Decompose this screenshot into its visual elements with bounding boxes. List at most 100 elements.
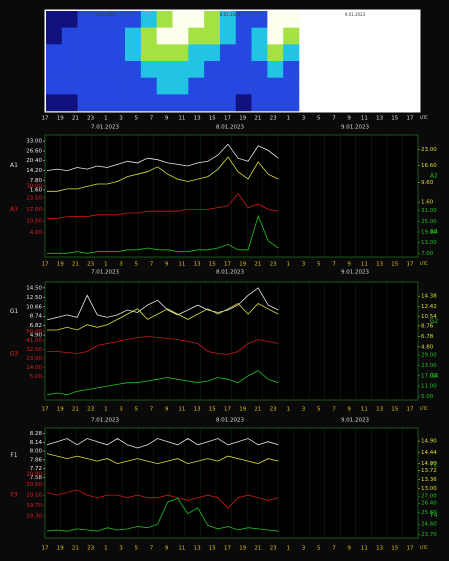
spectrogram-cell <box>77 77 94 95</box>
hour-label: 5 <box>317 546 321 552</box>
tick-label: 19.30 <box>26 514 42 520</box>
spectrogram-cell <box>172 27 189 45</box>
hour-label: 15 <box>391 407 398 413</box>
series-line <box>47 336 279 355</box>
spectrogram-cell <box>156 11 173 28</box>
spectrogram-cell <box>283 27 300 45</box>
date-label: 9.01.2023 <box>341 270 369 276</box>
date-label: 8.01.2023 <box>216 125 244 131</box>
hour-label: 17 <box>224 116 231 122</box>
hour-label: 17 <box>42 546 49 552</box>
hour-label: 23 <box>270 262 277 268</box>
spectrogram-cell <box>140 77 157 95</box>
spectrogram-cell <box>188 61 205 78</box>
series-name: A3 <box>10 206 18 213</box>
spectrogram-cell <box>109 11 126 28</box>
series-name: G4 <box>430 372 439 379</box>
series-name: A1 <box>10 162 18 169</box>
tick-label: 9.60 <box>421 180 434 186</box>
tick-label: 14.20 <box>26 168 42 174</box>
spectrogram-cell <box>172 77 189 95</box>
spectrogram-cell <box>204 27 221 45</box>
series-line <box>47 156 279 192</box>
spectrogram-cell <box>283 11 300 28</box>
spectrogram-cell <box>109 44 126 62</box>
spectrogram-cell <box>219 77 237 95</box>
hour-label: 15 <box>391 546 398 552</box>
hour-label: 15 <box>209 407 216 413</box>
tick-label: 11.00 <box>421 384 437 390</box>
tick-label: 8.76 <box>421 323 434 329</box>
tick-label: 8.00 <box>30 449 43 455</box>
hour-label: 17 <box>407 262 414 268</box>
hour-label: 23 <box>87 407 94 413</box>
hour-label: 1 <box>287 262 291 268</box>
tick-label: 14.00 <box>421 461 437 467</box>
hour-label: 7 <box>332 546 336 552</box>
hour-label: 11 <box>361 116 368 122</box>
spectrogram-cell <box>219 61 237 78</box>
spectrogram-cell <box>156 44 173 62</box>
spectrogram-cell <box>188 11 205 28</box>
tick-label: 6.78 <box>421 334 434 340</box>
tick-label: 7.72 <box>30 466 42 472</box>
spectrogram-cell <box>283 44 300 62</box>
unit-label: UTC <box>420 261 428 266</box>
series-line <box>47 192 279 219</box>
spectrogram-cell <box>235 77 252 95</box>
spectrogram-cell <box>172 94 189 112</box>
series-line <box>46 370 279 396</box>
tick-label: 20.40 <box>26 158 42 164</box>
hour-label: 3 <box>302 407 306 413</box>
series-name: A4 <box>430 228 438 235</box>
tick-label: 26.60 <box>26 149 42 155</box>
hour-label: 3 <box>119 546 123 552</box>
spectrogram-cell <box>172 44 189 62</box>
spectrogram-cell <box>219 11 237 28</box>
spectrogram-date: 7.01.2023 <box>95 12 116 17</box>
series-name: G2 <box>430 318 439 325</box>
tick-label: 26.40 <box>421 501 437 507</box>
tick-label: 23.00 <box>421 147 437 153</box>
spectrogram-cell <box>204 77 221 95</box>
series-line <box>46 143 279 172</box>
spectrogram-cell <box>46 11 63 28</box>
spectrogram-cell <box>251 27 268 45</box>
hour-label: 1 <box>104 546 108 552</box>
hour-label: 11 <box>178 262 185 268</box>
hour-label: 5 <box>317 407 321 413</box>
spectrogram-cell <box>109 27 126 45</box>
spectrogram-cell <box>156 94 173 112</box>
hour-label: 9 <box>165 116 169 122</box>
tick-label: 4.80 <box>421 344 434 350</box>
hour-label: 21 <box>254 546 261 552</box>
tick-label: 14.38 <box>421 294 437 300</box>
spectrogram-cell <box>219 44 237 62</box>
date-label: 9.01.2023 <box>341 418 369 424</box>
tick-label: 14.44 <box>421 450 437 456</box>
tick-label: 5.00 <box>30 374 43 380</box>
spectrogram-cell <box>235 94 252 112</box>
hour-label: 21 <box>254 407 261 413</box>
hour-label: 21 <box>72 116 79 122</box>
spectrogram-cell <box>46 77 63 95</box>
hour-label: 17 <box>407 407 414 413</box>
hour-label: 11 <box>178 407 185 413</box>
hour-label: 21 <box>72 407 79 413</box>
spectrogram-cell <box>188 94 205 112</box>
hour-label: 21 <box>72 546 79 552</box>
tick-label: 16.60 <box>421 163 437 169</box>
tick-label: 12.50 <box>26 295 42 301</box>
hour-label: 19 <box>57 546 64 552</box>
tick-label: 14.90 <box>421 439 437 445</box>
hour-label: 17 <box>224 546 231 552</box>
hour-label: 21 <box>254 262 261 268</box>
hour-label: 15 <box>209 546 216 552</box>
hour-label: 5 <box>135 407 139 413</box>
hour-label: 5 <box>135 546 139 552</box>
tick-label: 10.50 <box>26 219 42 225</box>
spectrogram-cell <box>46 44 63 62</box>
tick-label: 10.66 <box>26 304 42 310</box>
tick-label: 31.00 <box>421 208 437 214</box>
